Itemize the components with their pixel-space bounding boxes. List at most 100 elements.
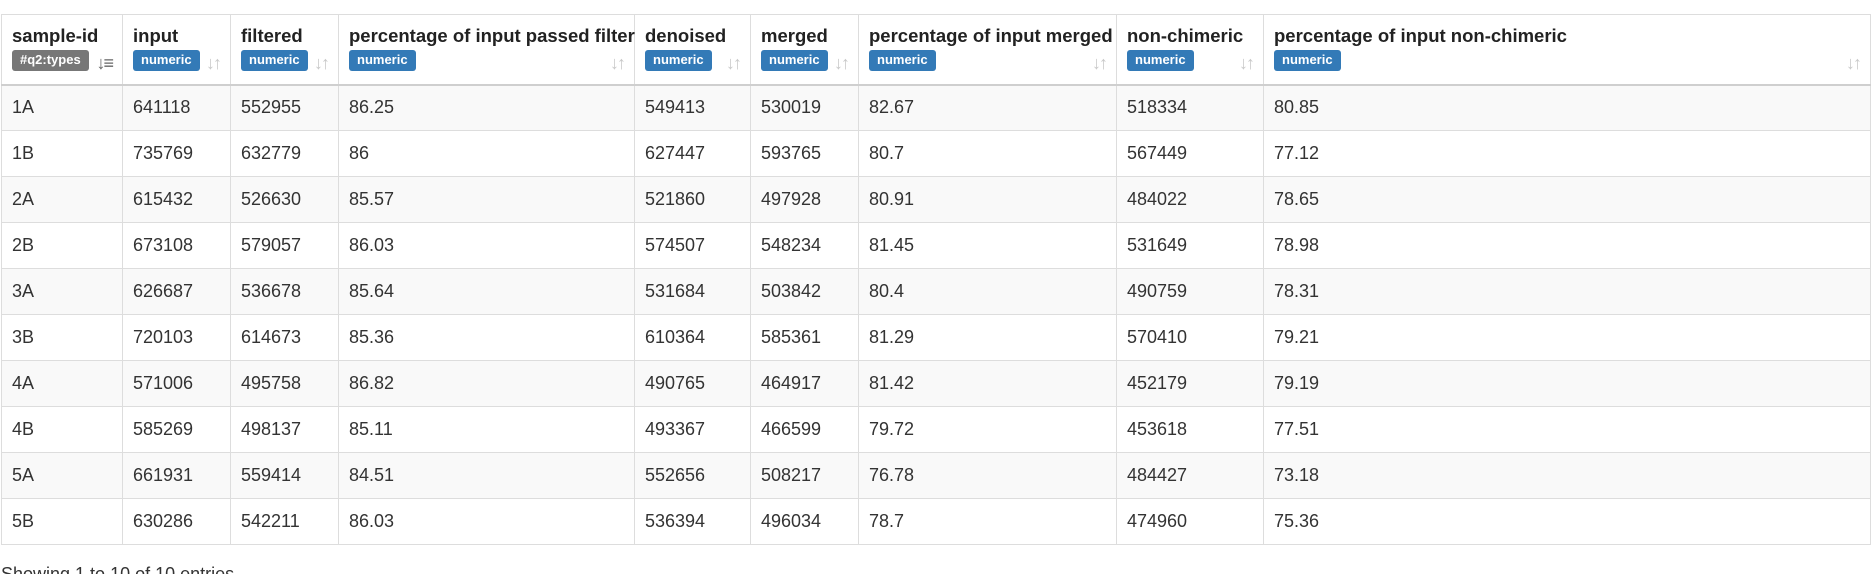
table-cell: 466599: [750, 406, 859, 453]
table-cell: 5A: [1, 452, 123, 499]
table-row: 2A 615432 526630 85.57 521860 497928 80.91 4840…: [1, 176, 1871, 223]
table-cell: 490765: [634, 360, 751, 407]
table-row: 4A 571006 495758 86.82 490765 464917 81.42 4521…: [1, 360, 1871, 407]
table-cell: 530019: [750, 84, 859, 131]
table-cell: 474960: [1116, 498, 1264, 545]
table-cell: 78.98: [1263, 222, 1871, 269]
table-cell: 641118: [122, 84, 231, 131]
column-type-badge: numeric: [761, 50, 828, 71]
table-cell: 81.42: [858, 360, 1117, 407]
table-header: sample-id #q2:types ↓≡ input numeric ↓↑ filter…: [1, 14, 1871, 86]
sort-icon[interactable]: ↓↑: [1239, 53, 1255, 73]
column-header-percentage-of-input-non-chimeric[interactable]: percentage of input non-chimeric numeric ↓…: [1263, 14, 1871, 86]
column-header-denoised[interactable]: denoised numeric ↓↑: [634, 14, 751, 86]
table-cell: 615432: [122, 176, 231, 223]
column-type-badge: numeric: [869, 50, 936, 71]
table-cell: 3A: [1, 268, 123, 315]
table-cell: 78.31: [1263, 268, 1871, 315]
table-cell: 673108: [122, 222, 231, 269]
column-title: percentage of input non-chimeric: [1274, 25, 1567, 46]
table-cell: 498137: [230, 406, 339, 453]
table-cell: 2A: [1, 176, 123, 223]
sort-icon[interactable]: ↓↑: [314, 53, 330, 73]
table-cell: 559414: [230, 452, 339, 499]
table-cell: 720103: [122, 314, 231, 361]
column-header-sample-id[interactable]: sample-id #q2:types ↓≡: [1, 14, 123, 86]
header-row: sample-id #q2:types ↓≡ input numeric ↓↑ filter…: [1, 14, 1871, 86]
table-cell: 86.25: [338, 84, 635, 131]
table-cell: 4B: [1, 406, 123, 453]
table-cell: 536678: [230, 268, 339, 315]
table-cell: 508217: [750, 452, 859, 499]
table-cell: 579057: [230, 222, 339, 269]
table-cell: 531684: [634, 268, 751, 315]
table-cell: 84.51: [338, 452, 635, 499]
table-row: 2B 673108 579057 86.03 574507 548234 81.45 5316…: [1, 222, 1871, 269]
table-cell: 549413: [634, 84, 751, 131]
table-row: 1B 735769 632779 86 627447 593765 80.7 567449 77…: [1, 130, 1871, 177]
table-cell: 735769: [122, 130, 231, 177]
column-title: non-chimeric: [1127, 25, 1244, 46]
column-header-percentage-of-input-passed-filter[interactable]: percentage of input passed filter numeric…: [338, 14, 635, 86]
table-cell: 552656: [634, 452, 751, 499]
table-cell: 73.18: [1263, 452, 1871, 499]
denoising-stats-table: sample-id #q2:types ↓≡ input numeric ↓↑ filter…: [1, 14, 1871, 545]
table-cell: 632779: [230, 130, 339, 177]
table-cell: 630286: [122, 498, 231, 545]
sort-icon[interactable]: ↓↑: [834, 53, 850, 73]
table-cell: 77.12: [1263, 130, 1871, 177]
table-cell: 76.78: [858, 452, 1117, 499]
table-cell: 1A: [1, 84, 123, 131]
sort-icon[interactable]: ↓↑: [1092, 53, 1108, 73]
table-cell: 542211: [230, 498, 339, 545]
table-cell: 80.4: [858, 268, 1117, 315]
table-cell: 571006: [122, 360, 231, 407]
sort-icon[interactable]: ↓↑: [206, 53, 222, 73]
column-type-badge: numeric: [349, 50, 416, 71]
column-header-percentage-of-input-merged[interactable]: percentage of input merged numeric ↓↑: [858, 14, 1117, 86]
sort-icon[interactable]: ↓↑: [726, 53, 742, 73]
table-cell: 567449: [1116, 130, 1264, 177]
column-type-badge: numeric: [133, 50, 200, 71]
table-cell: 585361: [750, 314, 859, 361]
table-cell: 627447: [634, 130, 751, 177]
table-cell: 79.72: [858, 406, 1117, 453]
column-title: percentage of input merged: [869, 25, 1113, 46]
table-cell: 85.64: [338, 268, 635, 315]
table-cell: 496034: [750, 498, 859, 545]
table-cell: 86.03: [338, 498, 635, 545]
table-cell: 548234: [750, 222, 859, 269]
table-cell: 614673: [230, 314, 339, 361]
table-cell: 77.51: [1263, 406, 1871, 453]
sort-icon[interactable]: ↓↑: [610, 53, 626, 73]
column-header-filtered[interactable]: filtered numeric ↓↑: [230, 14, 339, 86]
table-cell: 526630: [230, 176, 339, 223]
table-cell: 493367: [634, 406, 751, 453]
table-cell: 570410: [1116, 314, 1264, 361]
table-cell: 85.11: [338, 406, 635, 453]
sort-icon[interactable]: ↓↑: [1846, 53, 1862, 73]
table-cell: 86: [338, 130, 635, 177]
table-row: 4B 585269 498137 85.11 493367 466599 79.72 4536…: [1, 406, 1871, 453]
column-header-merged[interactable]: merged numeric ↓↑: [750, 14, 859, 86]
column-type-badge: numeric: [241, 50, 308, 71]
table-cell: 464917: [750, 360, 859, 407]
table-cell: 86.03: [338, 222, 635, 269]
table-cell: 80.7: [858, 130, 1117, 177]
table-cell: 86.82: [338, 360, 635, 407]
column-title: percentage of input passed filter: [349, 25, 635, 46]
table-cell: 75.36: [1263, 498, 1871, 545]
table-cell: 85.57: [338, 176, 635, 223]
table-cell: 552955: [230, 84, 339, 131]
column-header-non-chimeric[interactable]: non-chimeric numeric ↓↑: [1116, 14, 1264, 86]
sort-amount-down-icon[interactable]: ↓≡: [96, 53, 113, 73]
table-row: 3B 720103 614673 85.36 610364 585361 81.29 5704…: [1, 314, 1871, 361]
column-type-badge: numeric: [1127, 50, 1194, 71]
table-cell: 78.7: [858, 498, 1117, 545]
table-cell: 484022: [1116, 176, 1264, 223]
table-cell: 5B: [1, 498, 123, 545]
table-cell: 85.36: [338, 314, 635, 361]
table-row: 5A 661931 559414 84.51 552656 508217 76.78 4844…: [1, 452, 1871, 499]
column-header-input[interactable]: input numeric ↓↑: [122, 14, 231, 86]
